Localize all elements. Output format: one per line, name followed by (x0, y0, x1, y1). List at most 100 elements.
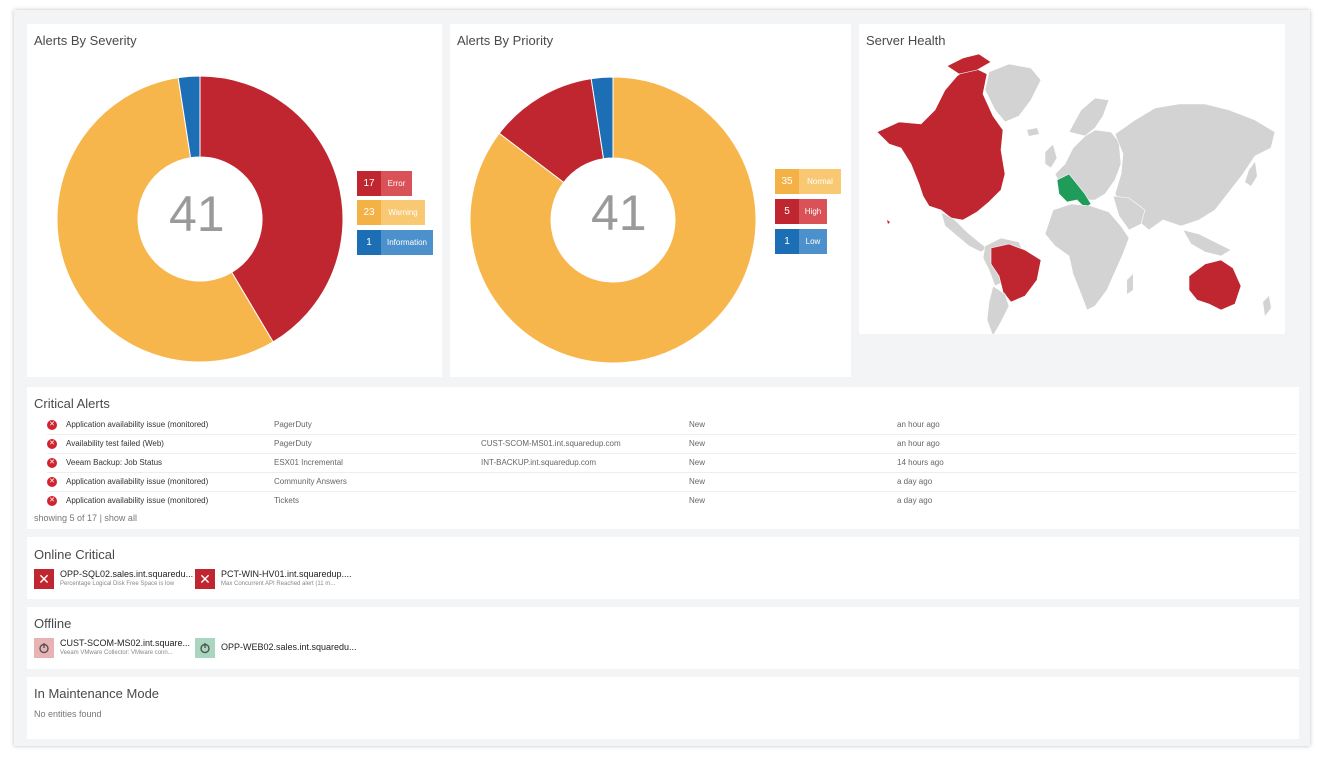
alert-name[interactable]: Application availability issue (monitore… (66, 477, 209, 486)
alert-row[interactable]: ✕ Application availability issue (monito… (47, 473, 1297, 492)
offline-title: Offline (34, 616, 72, 631)
alert-status: New (689, 477, 706, 486)
power-icon (34, 638, 54, 658)
alert-source: PagerDuty (274, 420, 312, 429)
alert-source: PagerDuty (274, 439, 312, 448)
alert-name[interactable]: Application availability issue (monitore… (66, 496, 209, 505)
alert-name[interactable]: Application availability issue (monitore… (66, 420, 209, 429)
legend-high-label: High (799, 199, 827, 224)
alert-object: CUST-SCOM-MS01.int.squaredup.com (481, 439, 621, 448)
priority-title: Alerts By Priority (457, 33, 554, 48)
dashboard-frame: Alerts By Severity 41 17 Error 23 Warnin… (14, 10, 1310, 746)
alert-status: New (689, 496, 706, 505)
legend-warning-count: 23 (357, 200, 381, 225)
legend-warning[interactable]: 23 Warning (357, 200, 425, 225)
alert-status: New (689, 458, 706, 467)
critical-alerts-panel: Critical Alerts ✕ Application availabili… (27, 387, 1299, 529)
alert-source: ESX01 Incremental (274, 458, 343, 467)
legend-warning-label: Warning (381, 200, 425, 225)
legend-error-count: 17 (357, 171, 381, 196)
maintenance-empty-text: No entities found (34, 709, 102, 719)
legend-high[interactable]: 5 High (775, 199, 827, 224)
legend-low[interactable]: 1 Low (775, 229, 827, 254)
alert-name[interactable]: Availability test failed (Web) (66, 439, 164, 448)
alert-row[interactable]: ✕ Application availability issue (monito… (47, 492, 1297, 511)
map-region-arctic-islands[interactable] (946, 53, 992, 75)
entity-name: OPP-WEB02.sales.int.squaredu... (221, 642, 357, 652)
alert-time: an hour ago (897, 420, 940, 429)
map-region-africa[interactable] (1044, 203, 1130, 311)
severity-slice-error[interactable] (199, 75, 344, 343)
entity-name: PCT-WIN-HV01.int.squaredup.... (221, 569, 352, 579)
online-critical-title: Online Critical (34, 547, 115, 562)
legend-error-label: Error (381, 171, 412, 196)
error-icon: ✕ (47, 439, 57, 449)
severity-slice-warning[interactable] (56, 77, 274, 363)
map-region-greenland[interactable] (984, 63, 1042, 123)
alert-status: New (689, 439, 706, 448)
world-map (876, 53, 1276, 334)
legend-information-label: Information (381, 230, 433, 255)
alert-row[interactable]: ✕ Application availability issue (monito… (47, 416, 1297, 435)
legend-normal-label: Normal (799, 169, 841, 194)
map-region-iceland[interactable] (1027, 128, 1039, 136)
map-region-south-america-south[interactable] (986, 285, 1010, 334)
map-region-new-zealand[interactable] (1263, 296, 1271, 316)
critical-alerts-title: Critical Alerts (34, 396, 110, 411)
online-critical-panel: Online Critical ✕ OPP-SQL02.sales.int.sq… (27, 537, 1299, 599)
entity-name: OPP-SQL02.sales.int.squaredu... (60, 569, 194, 579)
entity-tile[interactable]: OPP-WEB02.sales.int.squaredu... (195, 638, 357, 658)
alert-row[interactable]: ✕ Availability test failed (Web) PagerDu… (47, 435, 1297, 454)
error-icon: ✕ (47, 477, 57, 487)
alert-row[interactable]: ✕ Veeam Backup: Job Status ESX01 Increme… (47, 454, 1297, 473)
map-region-middle-east[interactable] (1112, 195, 1146, 231)
map-region-brazil[interactable] (990, 243, 1042, 303)
server-health-title: Server Health (866, 33, 946, 48)
entity-tile[interactable]: ✕ OPP-SQL02.sales.int.squaredu... Percen… (34, 569, 193, 589)
entity-name: CUST-SCOM-MS02.int.square... (60, 638, 191, 648)
legend-low-label: Low (799, 229, 827, 254)
map-region-japan[interactable] (1245, 162, 1257, 186)
entity-subtitle: Max Concurrent API Reached alert (11 m..… (221, 581, 336, 587)
offline-panel: Offline CUST-SCOM-MS02.int.square... Vee… (27, 607, 1299, 669)
error-icon: ✕ (47, 458, 57, 468)
map-region-uk[interactable] (1044, 143, 1058, 169)
entity-tile[interactable]: ✕ PCT-WIN-HV01.int.squaredup.... Max Con… (195, 569, 352, 589)
map-region-central-america[interactable] (940, 211, 988, 253)
map-region-australia[interactable] (1188, 259, 1242, 311)
severity-total: 41 (169, 186, 225, 242)
severity-slice-information[interactable] (177, 75, 201, 159)
alert-name[interactable]: Veeam Backup: Job Status (66, 458, 163, 467)
legend-normal-count: 35 (775, 169, 799, 194)
alerts-count: showing 5 of 17 (34, 513, 98, 523)
severity-donut-chart (56, 75, 344, 363)
server-health-panel: Server Health (859, 24, 1285, 334)
show-all-link[interactable]: show all (104, 513, 137, 523)
legend-high-count: 5 (775, 199, 799, 224)
severity-title: Alerts By Severity (34, 33, 137, 48)
critical-x-icon: ✕ (34, 569, 54, 589)
error-icon: ✕ (47, 420, 57, 430)
legend-low-count: 1 (775, 229, 799, 254)
legend-information[interactable]: 1 Information (357, 230, 433, 255)
map-region-hawaii[interactable] (887, 220, 890, 224)
alert-time: a day ago (897, 477, 933, 486)
alert-status: New (689, 420, 706, 429)
legend-error[interactable]: 17 Error (357, 171, 412, 196)
map-region-scandinavia[interactable] (1068, 97, 1110, 137)
map-region-southeast-asia[interactable] (1182, 229, 1232, 257)
map-region-north-america[interactable] (876, 65, 1006, 221)
priority-slice-low[interactable] (590, 76, 614, 160)
map-region-madagascar[interactable] (1127, 274, 1133, 294)
legend-normal[interactable]: 35 Normal (775, 169, 841, 194)
entity-tile[interactable]: CUST-SCOM-MS02.int.square... Veeam VMwar… (34, 638, 190, 658)
legend-information-count: 1 (357, 230, 381, 255)
power-icon (195, 638, 215, 658)
alert-time: 14 hours ago (897, 458, 944, 467)
priority-panel: Alerts By Priority 41 35 Normal 5 High 1… (450, 24, 851, 377)
alert-source: Community Answers (274, 477, 347, 486)
alert-object: INT-BACKUP.int.squaredup.com (481, 458, 597, 467)
critical-x-icon: ✕ (195, 569, 215, 589)
entity-subtitle: Veeam VMware Collector: VMware conn... (60, 650, 173, 656)
priority-slice-normal[interactable] (469, 76, 757, 364)
